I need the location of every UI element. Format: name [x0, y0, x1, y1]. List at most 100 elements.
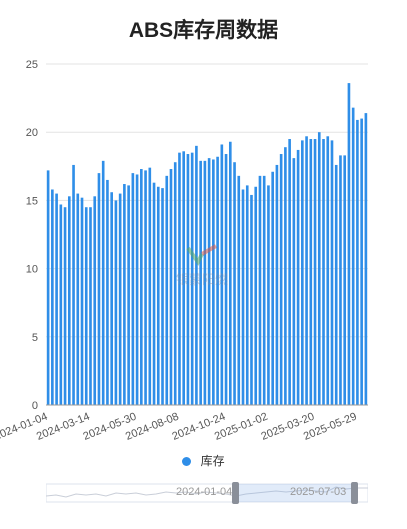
bar[interactable]: [67, 196, 71, 405]
bar[interactable]: [101, 160, 105, 405]
bar[interactable]: [301, 140, 304, 405]
bar[interactable]: [140, 169, 143, 405]
zoom-selected-range: [236, 484, 354, 502]
bar[interactable]: [72, 164, 75, 405]
bar[interactable]: [148, 167, 152, 405]
bar[interactable]: [313, 139, 317, 405]
bar[interactable]: [55, 193, 58, 405]
legend-marker-icon: [182, 457, 192, 467]
bar[interactable]: [76, 193, 80, 405]
bar[interactable]: [212, 159, 215, 405]
bar[interactable]: [254, 186, 258, 405]
bar[interactable]: [309, 139, 313, 405]
bar[interactable]: [326, 136, 330, 406]
bar[interactable]: [114, 200, 118, 405]
bars: [46, 83, 368, 406]
zoom-handle-left[interactable]: [232, 482, 239, 504]
y-tick-label: 15: [26, 195, 38, 207]
bar[interactable]: [135, 174, 139, 405]
bar[interactable]: [182, 151, 186, 405]
bar[interactable]: [106, 179, 109, 405]
y-tick-label: 5: [32, 332, 38, 344]
bar[interactable]: [296, 149, 300, 405]
bar[interactable]: [93, 196, 97, 405]
zoom-end-label: 2025-07-03: [290, 486, 347, 498]
bar[interactable]: [123, 184, 126, 405]
bar[interactable]: [46, 170, 50, 405]
bar[interactable]: [224, 154, 228, 405]
watermark-text: 银蒙阳燃: [176, 272, 229, 287]
bar[interactable]: [156, 186, 160, 405]
bar[interactable]: [267, 185, 270, 405]
bar[interactable]: [195, 145, 198, 405]
bar[interactable]: [173, 162, 177, 405]
bar[interactable]: [334, 164, 338, 405]
bar[interactable]: [203, 160, 207, 405]
bar[interactable]: [258, 175, 262, 405]
bar[interactable]: [284, 147, 287, 405]
bar[interactable]: [84, 207, 88, 405]
bar[interactable]: [220, 144, 224, 406]
bar[interactable]: [275, 164, 279, 405]
y-tick-label: 20: [26, 127, 38, 139]
bar[interactable]: [59, 204, 63, 405]
bar[interactable]: [347, 83, 351, 405]
bar[interactable]: [271, 171, 274, 405]
bar[interactable]: [237, 175, 241, 405]
bar[interactable]: [330, 140, 334, 405]
bar[interactable]: [110, 192, 113, 405]
bar[interactable]: [245, 185, 249, 405]
chart-title: ABS库存周数据: [128, 19, 279, 42]
bar[interactable]: [288, 139, 291, 405]
bar[interactable]: [186, 154, 190, 405]
x-axis-labels: 2024-01-042024-03-142024-05-302024-08-08…: [0, 411, 359, 443]
y-tick-label: 10: [26, 264, 38, 276]
watermark-logo-icon: [186, 244, 217, 266]
legend-label: 库存: [200, 454, 225, 468]
bar[interactable]: [228, 141, 232, 405]
y-axis-labels: 0 5 10 15 20 25: [26, 59, 38, 412]
bar[interactable]: [207, 158, 211, 405]
bar[interactable]: [169, 169, 173, 405]
y-tick-label: 0: [32, 400, 38, 412]
bar[interactable]: [292, 158, 296, 405]
bar[interactable]: [364, 113, 368, 405]
bar[interactable]: [339, 155, 342, 405]
bar[interactable]: [250, 194, 253, 405]
bar[interactable]: [190, 152, 194, 405]
bar[interactable]: [131, 173, 135, 405]
bar[interactable]: [233, 162, 236, 405]
bar[interactable]: [356, 119, 359, 406]
data-zoom-slider[interactable]: [46, 482, 368, 504]
bar[interactable]: [161, 188, 164, 405]
bar[interactable]: [127, 185, 130, 405]
legend[interactable]: 库存: [0, 452, 407, 469]
bar[interactable]: [343, 155, 347, 405]
bar[interactable]: [89, 207, 92, 405]
bar[interactable]: [97, 173, 101, 405]
zoom-start-label: 2024-01-04: [176, 486, 233, 498]
bar[interactable]: [63, 207, 67, 405]
bar[interactable]: [144, 170, 147, 405]
y-tick-label: 25: [26, 59, 38, 71]
bar[interactable]: [262, 175, 266, 405]
bar[interactable]: [199, 160, 202, 405]
bar[interactable]: [152, 182, 156, 405]
bar[interactable]: [80, 197, 84, 405]
bar[interactable]: [322, 139, 325, 405]
bar[interactable]: [360, 118, 363, 405]
bar[interactable]: [165, 175, 169, 405]
bar[interactable]: [317, 132, 321, 405]
zoom-handle-right[interactable]: [351, 482, 358, 504]
bar[interactable]: [241, 189, 245, 405]
bar[interactable]: [178, 152, 181, 405]
bar[interactable]: [279, 154, 283, 405]
bar[interactable]: [51, 189, 54, 405]
bar[interactable]: [351, 107, 355, 406]
bar[interactable]: [216, 156, 219, 405]
bar[interactable]: [305, 136, 308, 406]
bar[interactable]: [118, 193, 122, 405]
watermark: 银蒙阳燃: [176, 244, 228, 288]
zoom-preview-line: [46, 486, 368, 498]
